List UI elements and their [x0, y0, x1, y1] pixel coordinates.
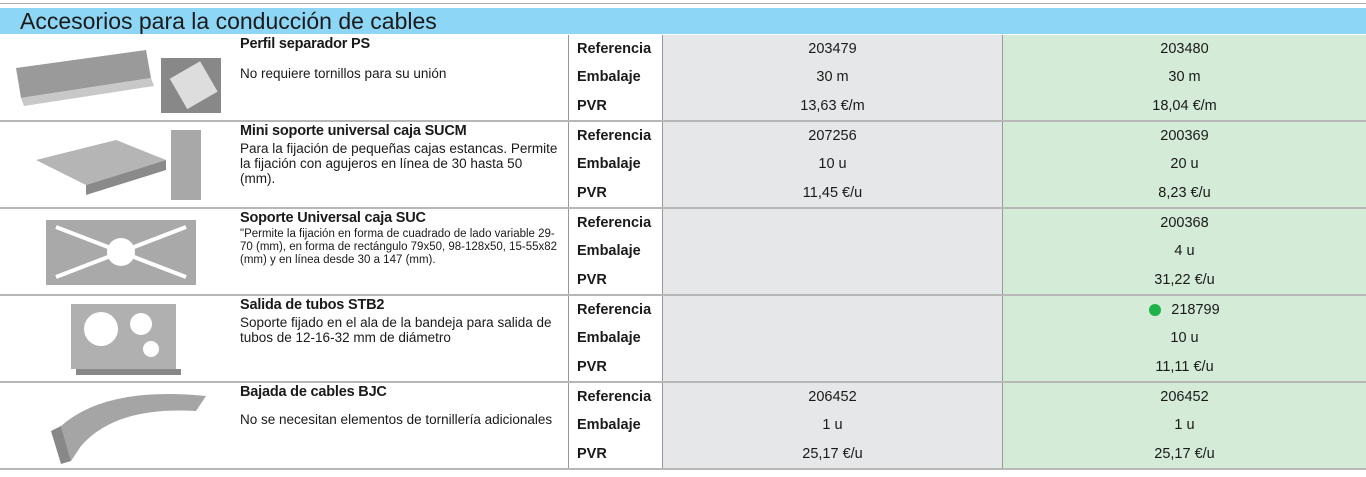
column-1: 207256 10 u 11,45 €/u [662, 122, 1002, 207]
column-2: 206452 1 u 25,17 €/u [1002, 383, 1366, 468]
label: Referencia [568, 35, 662, 64]
value: 206452 [1160, 389, 1209, 406]
value: 11,11 €/u [1155, 358, 1214, 375]
empty [663, 296, 1002, 324]
value: 200369 [1160, 128, 1209, 145]
product-image [0, 209, 232, 294]
value: 31,22 €/u [1154, 271, 1215, 288]
value: 30 m [816, 69, 849, 86]
labels: Referencia Embalaje PVR [568, 296, 662, 381]
value: 1 u [1174, 417, 1195, 434]
label: PVR [568, 91, 662, 120]
label: Embalaje [568, 63, 662, 92]
labels: Referencia Embalaje PVR [568, 383, 662, 468]
description-cell: Mini soporte universal caja SUCM Para la … [232, 122, 568, 207]
product-description: No requiere tornillos para su unión [240, 66, 447, 81]
description-cell: Soporte Universal caja SUC "Permite la fi… [232, 209, 568, 294]
image-bjc [51, 393, 206, 464]
value-cell: 218799 [1003, 296, 1366, 324]
label: Embalaje [568, 411, 662, 440]
status-dot [1149, 304, 1162, 317]
product-row: Mini soporte universal caja SUCM Para la … [0, 122, 1366, 209]
product-row: Bajada de cables BJC No se necesitan elem… [0, 383, 1366, 470]
labels: Referencia Embalaje PVR [568, 35, 662, 120]
value: 11,45 €/u [802, 184, 863, 201]
product-row: Salida de tubos STB2 Soporte fijado en el… [0, 296, 1366, 383]
column-1 [662, 209, 1002, 294]
description-cell: Salida de tubos STB2 Soporte fijado en el… [232, 296, 568, 381]
product-table: Perfil separador PS No requiere tornillos… [0, 35, 1366, 470]
product-image [0, 122, 232, 207]
value: 218799 [1171, 302, 1220, 319]
image-suc [46, 219, 196, 285]
value: 8,23 €/u [1158, 184, 1211, 201]
value: 13,63 €/m [800, 97, 865, 114]
value: 10 u [818, 156, 847, 173]
top-rule [0, 3, 1366, 4]
product-image [0, 296, 232, 381]
product-description: Soporte fijado en el ala de la bandeja p… [240, 315, 552, 345]
product-description: No se necesitan elementos de tornillería… [240, 412, 553, 427]
label: Embalaje [568, 150, 662, 179]
label: PVR [568, 439, 662, 468]
product-row: Soporte Universal caja SUC "Permite la fi… [0, 209, 1366, 296]
product-name: Mini soporte universal caja SUCM [240, 123, 467, 139]
empty [663, 324, 1002, 352]
product-image [0, 35, 232, 120]
product-image [0, 383, 232, 468]
label: Referencia [568, 383, 662, 412]
product-row: Perfil separador PS No requiere tornillos… [0, 35, 1366, 122]
value: 20 u [1170, 156, 1199, 173]
label: PVR [568, 352, 662, 381]
column-1 [662, 296, 1002, 381]
labels: Referencia Embalaje PVR [568, 122, 662, 207]
label: PVR [568, 265, 662, 294]
value: 203480 [1160, 41, 1209, 58]
label: Referencia [568, 209, 662, 238]
value: 25,17 €/u [1154, 445, 1215, 462]
empty [663, 266, 1002, 294]
column-1: 206452 1 u 25,17 €/u [662, 383, 1002, 468]
value: 4 u [1174, 243, 1195, 260]
label: Referencia [568, 296, 662, 325]
value: 200368 [1160, 215, 1209, 232]
column-1: 203479 30 m 13,63 €/m [662, 35, 1002, 120]
column-2: 203480 30 m 18,04 €/m [1002, 35, 1366, 120]
value: 206452 [808, 389, 857, 406]
product-name: Salida de tubos STB2 [240, 297, 385, 313]
value: 207256 [808, 128, 857, 145]
value: 1 u [822, 417, 843, 434]
product-name: Perfil separador PS [240, 36, 370, 52]
description-cell: Bajada de cables BJC No se necesitan elem… [232, 383, 568, 468]
image-sucm [36, 129, 201, 200]
section-title: Accesorios para la conducción de cables [0, 8, 1366, 34]
label: PVR [568, 178, 662, 207]
value: 18,04 €/m [1152, 97, 1217, 114]
label: Embalaje [568, 237, 662, 266]
empty [663, 237, 1002, 265]
value: 25,17 €/u [802, 445, 863, 462]
column-2: 218799 10 u 11,11 €/u [1002, 296, 1366, 381]
image-ps [16, 49, 221, 113]
product-name: Soporte Universal caja SUC [240, 210, 426, 226]
value: 30 m [1168, 69, 1201, 86]
empty [663, 353, 1002, 381]
product-description: Para la fijación de pequeñas cajas estan… [240, 141, 558, 186]
label: Embalaje [568, 324, 662, 353]
product-description: "Permite la fijación en forma de cuadrad… [240, 228, 558, 266]
value: 10 u [1170, 330, 1199, 347]
column-2: 200368 4 u 31,22 €/u [1002, 209, 1366, 294]
empty [663, 209, 1002, 237]
value: 203479 [808, 41, 857, 58]
label: Referencia [568, 122, 662, 151]
description-cell: Perfil separador PS No requiere tornillos… [232, 35, 568, 120]
product-name: Bajada de cables BJC [240, 384, 387, 400]
labels: Referencia Embalaje PVR [568, 209, 662, 294]
image-stb2 [71, 303, 181, 375]
column-2: 200369 20 u 8,23 €/u [1002, 122, 1366, 207]
